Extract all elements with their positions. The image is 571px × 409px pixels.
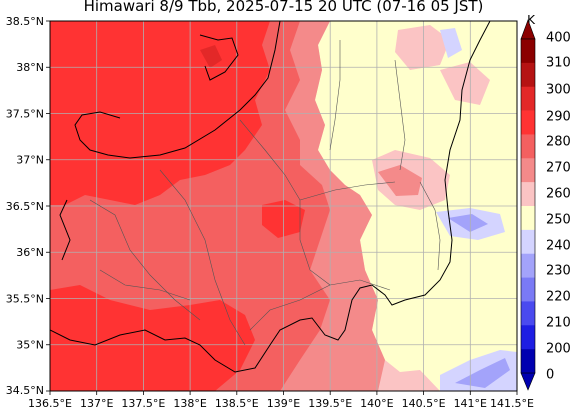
- colorbar-segment: [521, 277, 535, 302]
- colorbar-labels: 400 310 300 290 280 270 260 250 240 230 220 210 200 0: [546, 31, 571, 383]
- colorbar-segment: [521, 86, 535, 111]
- colorbar-label: 230: [546, 264, 571, 279]
- cold-patch-5: [440, 28, 462, 58]
- lat-label: 34.5°N: [6, 384, 44, 397]
- colorbar-segment: [521, 110, 535, 135]
- colorbar-unit: K: [527, 13, 536, 27]
- colorbar-segment: [521, 62, 535, 88]
- warm-patch-east-4: [440, 62, 490, 105]
- colorbar-segment: [521, 39, 535, 64]
- colorbar-label: 310: [546, 56, 571, 71]
- lon-label: 136.5°E: [28, 397, 72, 409]
- graticule: [50, 21, 517, 391]
- warm-patch-east-3: [395, 25, 450, 70]
- colorbar-label: 240: [546, 239, 571, 254]
- colorbar-segment: [521, 229, 535, 255]
- lon-label: 140°E: [360, 397, 393, 409]
- colorbar-label: 210: [546, 316, 571, 331]
- lat-label: 37.5°N: [6, 108, 44, 121]
- warm-patch-east-2: [378, 165, 422, 196]
- map-title: Himawari 8/9 Tbb, 2025-07-15 20 UTC (07-…: [83, 0, 484, 15]
- colorbar-segment: [521, 253, 535, 278]
- colorbar-segment: [521, 206, 535, 231]
- tick-marks: [46, 20, 518, 395]
- lat-label: 38°N: [16, 61, 44, 74]
- lat-label: 35.5°N: [6, 293, 44, 306]
- colorbar-frame: [520, 38, 536, 374]
- lon-label: 138.5°E: [215, 397, 259, 409]
- lat-label: 35°N: [16, 339, 44, 352]
- colorbar-label: 250: [546, 213, 571, 228]
- colorbar-label: 290: [546, 110, 571, 125]
- lon-label: 137.5°E: [121, 397, 165, 409]
- lat-labels: 38.5°N 38°N 37.5°N 37°N 36.5°N 36°N 35.5…: [6, 15, 44, 397]
- colorbar-label: 400: [546, 31, 571, 46]
- cold-patch-4: [455, 358, 510, 388]
- cold-patch-3: [440, 350, 517, 391]
- colorbar-label: 200: [546, 342, 571, 357]
- colorbar-segments: [520, 19, 536, 391]
- lat-label: 36.5°N: [6, 200, 44, 213]
- coastline: [50, 21, 491, 373]
- lat-label: 37°N: [16, 154, 44, 167]
- colorbar-segment: [521, 134, 535, 159]
- lon-label: 141°E: [454, 397, 487, 409]
- colorbar-label: 0: [546, 368, 554, 383]
- lon-label: 137°E: [80, 397, 113, 409]
- colorbar-label: 220: [546, 290, 571, 305]
- lon-labels: 136.5°E 137°E 137.5°E 138°E 138.5°E 139°…: [28, 397, 534, 409]
- colorbar-segment: [521, 158, 535, 183]
- cold-patch-2: [448, 214, 488, 232]
- lon-label: 141.5°E: [490, 397, 534, 409]
- prefecture-borders: [89, 40, 441, 346]
- map-panel: [50, 21, 517, 391]
- lat-label: 36°N: [16, 246, 44, 259]
- lat-label: 38.5°N: [6, 15, 44, 28]
- lon-label: 138°E: [173, 397, 206, 409]
- colorbar-segment: [521, 301, 535, 326]
- colorbar-label: 270: [546, 161, 571, 176]
- lon-label: 140.5°E: [402, 397, 446, 409]
- lon-label: 139°E: [267, 397, 300, 409]
- warm-spot-310: [200, 45, 222, 68]
- colorbar-segment: [521, 325, 535, 350]
- colorbar-label: 300: [546, 83, 571, 98]
- warm-region-300-south: [50, 285, 255, 391]
- colorbar-segment: [521, 182, 535, 207]
- colorbar-label: 260: [546, 187, 571, 202]
- colorbar-extend-min: [520, 372, 536, 391]
- colorbar-segment: [521, 349, 535, 374]
- colorbar-label: 280: [546, 135, 571, 150]
- lon-label: 139.5°E: [308, 397, 352, 409]
- colorbar: K 400 310 300 290 280 270 260 250 240 230 220 210 20…: [520, 13, 571, 391]
